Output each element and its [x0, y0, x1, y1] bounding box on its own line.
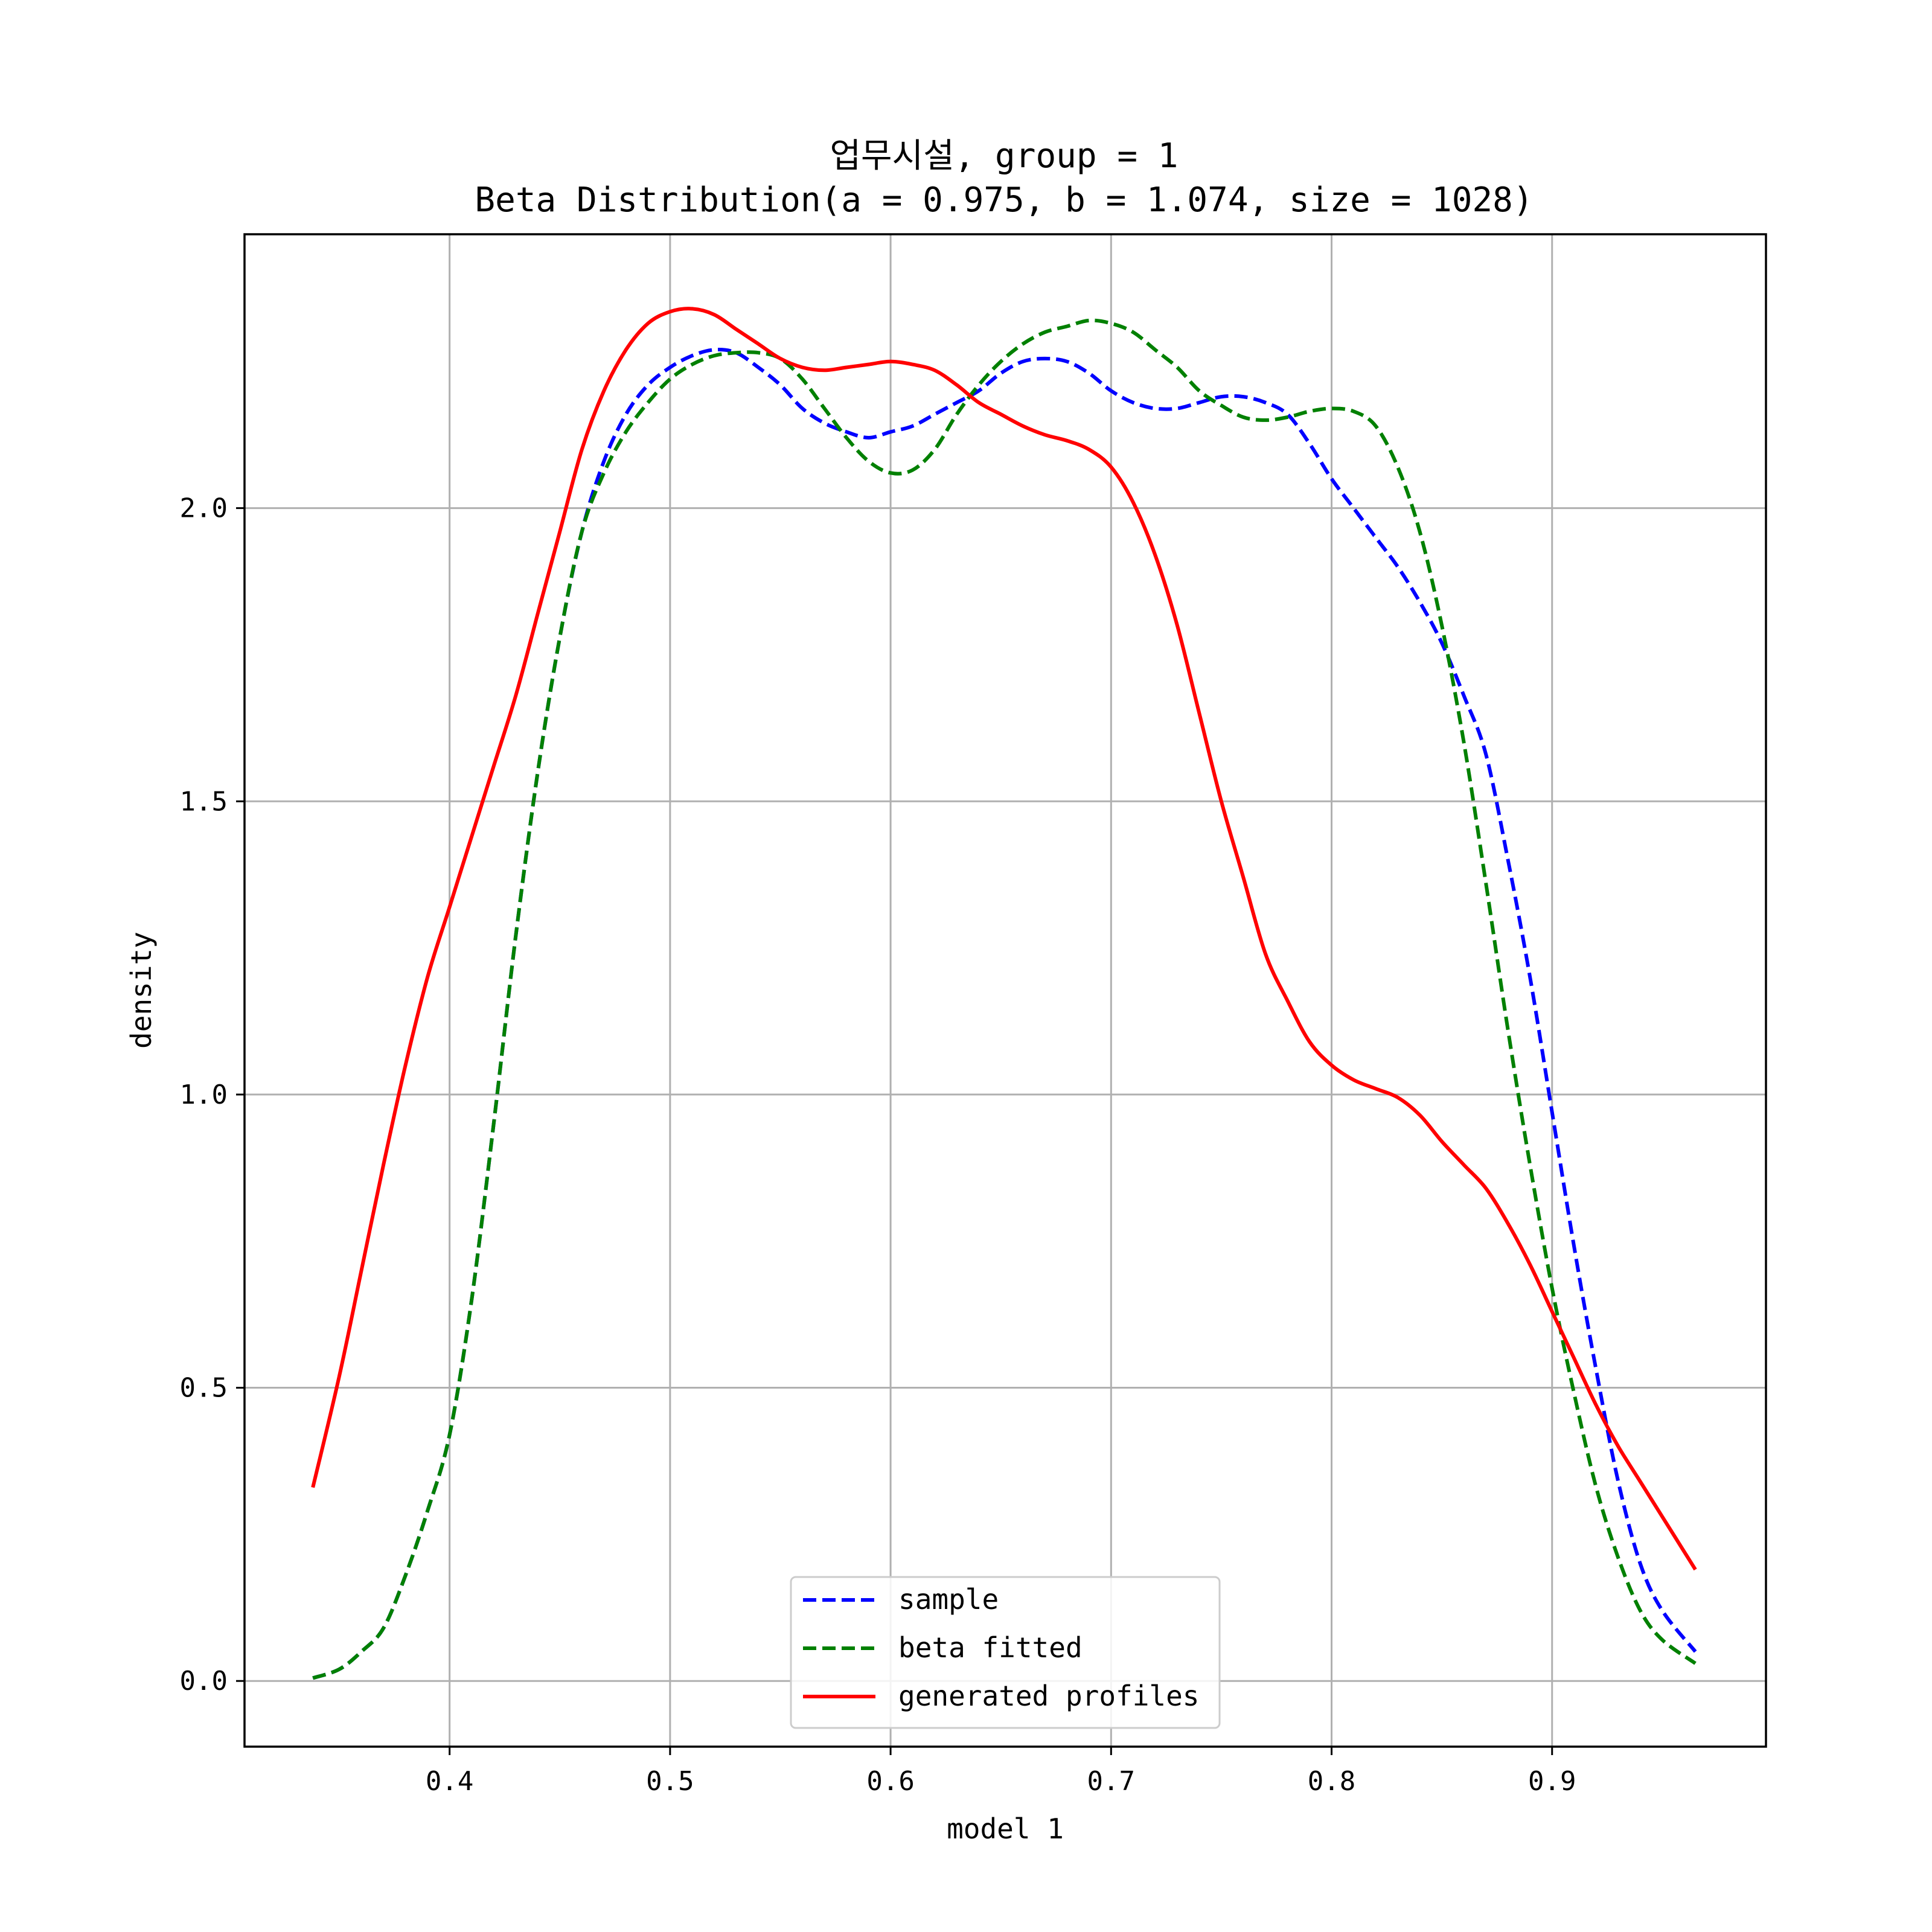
- chart-subtitle: Beta Distribution(a = 0.975, b = 1.074, …: [475, 181, 1533, 220]
- plot-lines: [311, 307, 1697, 1680]
- legend-label: generated profiles: [898, 1680, 1200, 1712]
- y-tick-label: 1.5: [180, 786, 228, 817]
- x-tick-label: 0.8: [1308, 1766, 1355, 1797]
- y-tick-label: 1.0: [180, 1080, 228, 1110]
- series-line-2: [311, 307, 1697, 1571]
- ticks: 0.4 0.5 0.6 0.7 0.8 0.9 0.0 0.5 1.0 1.5 2.0: [180, 493, 1576, 1797]
- x-tick-label: 0.4: [426, 1766, 473, 1797]
- x-tick-label: 0.7: [1087, 1766, 1135, 1797]
- x-axis-label: model 1: [947, 1812, 1064, 1845]
- legend-frame: [790, 1576, 1221, 1729]
- chart-title: 업무시설, group = 1: [830, 136, 1179, 176]
- axes-frame: [243, 233, 1767, 1748]
- x-tick-label: 0.9: [1528, 1766, 1576, 1797]
- series-line-1: [312, 318, 1697, 1680]
- x-tick-label: 0.6: [866, 1766, 914, 1797]
- y-axis-label: density: [125, 932, 158, 1049]
- legend-label: sample: [898, 1583, 999, 1616]
- grid: [245, 234, 1766, 1747]
- y-tick-label: 0.0: [180, 1666, 228, 1697]
- y-tick-label: 0.5: [180, 1373, 228, 1404]
- legend-label: beta fitted: [898, 1631, 1083, 1664]
- x-tick-label: 0.5: [646, 1766, 694, 1797]
- y-tick-label: 2.0: [180, 493, 228, 524]
- legend: sample beta fitted generated profiles: [790, 1576, 1221, 1729]
